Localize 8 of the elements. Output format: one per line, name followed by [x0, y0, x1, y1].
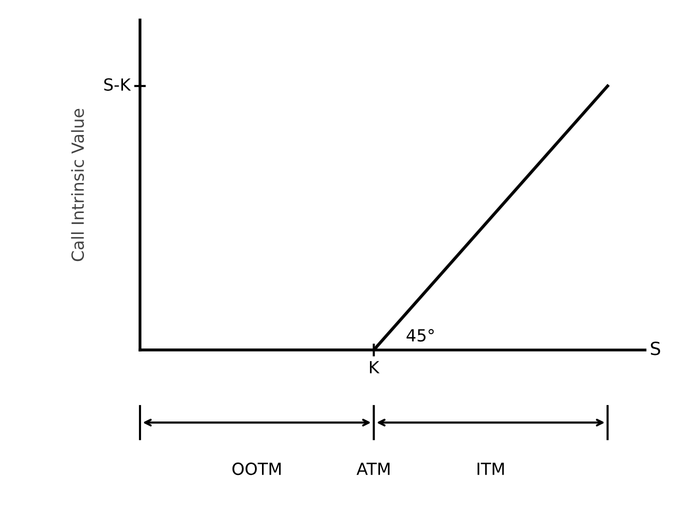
y-axis-title: Call Intrinsic Value: [71, 108, 84, 262]
text: K: [370, 361, 380, 374]
text: ITM: [478, 462, 504, 475]
text: S-K: [104, 78, 131, 91]
text: S: [650, 342, 660, 356]
text: ATM: [356, 462, 390, 475]
annotation: 45°: [406, 329, 434, 342]
text: OOTM: [232, 462, 281, 476]
